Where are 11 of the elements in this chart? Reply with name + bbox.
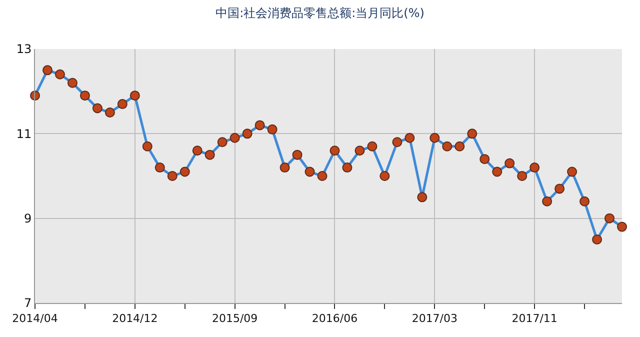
y-tick-label: 7 — [24, 296, 32, 310]
y-tick-label: 11 — [16, 126, 32, 141]
x-tick-label: 2016/06 — [312, 312, 358, 326]
x-tick-label: 2015/09 — [212, 312, 258, 326]
x-tick-label: 2014/12 — [112, 312, 158, 326]
x-tick-label: 2014/04 — [12, 312, 58, 326]
y-tick-label: 13 — [16, 42, 32, 56]
chart-title: 中国:社会消费品零售总额:当月同比(%) — [216, 6, 424, 20]
y-tick-label: 9 — [24, 212, 32, 226]
x-tick-label: 2017/11 — [512, 312, 558, 326]
x-tick-label: 2017/03 — [412, 312, 458, 326]
